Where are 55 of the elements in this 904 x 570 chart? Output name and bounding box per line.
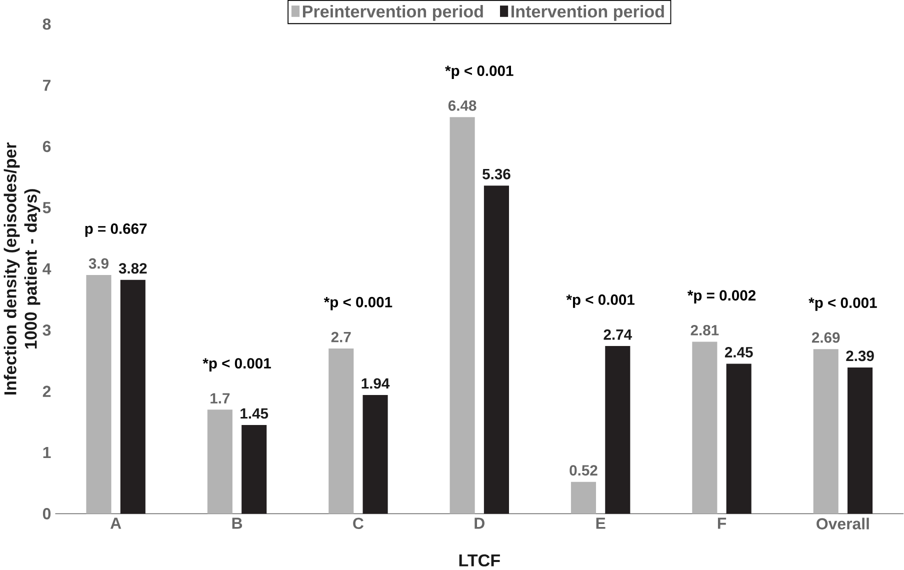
legend-label: Intervention period <box>512 4 664 21</box>
data-label: 0.52 <box>570 465 598 476</box>
data-label: 2.39 <box>846 350 874 362</box>
legend-label: Preintervention period <box>302 4 483 21</box>
data-label: 2.7 <box>331 332 351 342</box>
y-tick-label: 8 <box>42 18 51 30</box>
y-tick-label: 7 <box>43 80 51 91</box>
bar <box>207 410 232 514</box>
y-tick-label: 5 <box>42 202 51 214</box>
bar <box>120 280 146 514</box>
y-tick-label: 4 <box>42 263 52 274</box>
bar <box>86 274 112 514</box>
annotation: *p < 0.001 <box>202 358 271 372</box>
data-label: 3.82 <box>118 263 147 274</box>
annotation: *p < 0.001 <box>808 297 877 311</box>
y-tick-label: 1 <box>43 446 51 458</box>
x-tick-label: C <box>353 518 364 529</box>
y-tick-label: 0 <box>42 508 51 520</box>
y-axis-title: Infection density (episodes/per 1000 patient - days) <box>4 142 40 394</box>
data-label: 2.74 <box>604 329 632 340</box>
bar <box>813 348 838 514</box>
y-tick-label: 3 <box>42 324 51 336</box>
bar <box>484 186 509 514</box>
x-tick-label: B <box>232 518 242 529</box>
data-label: 2.45 <box>724 346 753 358</box>
x-tick-label: Overall <box>816 518 869 530</box>
y-tick-label: 2 <box>42 386 51 397</box>
bar <box>328 348 354 514</box>
bar <box>570 482 596 514</box>
data-label: 6.48 <box>448 100 476 111</box>
bar <box>605 346 630 514</box>
data-label: 1.94 <box>362 378 390 389</box>
bar <box>242 424 267 514</box>
x-tick-label: F <box>718 518 726 529</box>
annotation: *p < 0.001 <box>566 294 635 308</box>
annotation: *p = 0.002 <box>687 290 756 304</box>
y-tick-label: 6 <box>42 140 51 152</box>
annotation: *p < 0.001 <box>445 65 514 79</box>
bar <box>848 367 873 514</box>
bar <box>726 364 752 514</box>
bar <box>450 117 475 514</box>
data-label: 2.81 <box>690 324 719 336</box>
data-label: 1.7 <box>210 393 230 404</box>
x-tick-label: E <box>596 518 606 529</box>
x-tick-label: A <box>110 518 122 529</box>
data-label: 5.36 <box>482 168 510 180</box>
data-label: 2.69 <box>812 332 840 343</box>
annotation: *p < 0.001 <box>324 296 392 310</box>
bar <box>692 342 718 514</box>
bar <box>362 394 388 514</box>
annotation: p = 0.667 <box>85 223 147 237</box>
x-axis-title: LTCF <box>459 554 500 566</box>
x-tick-label: D <box>474 518 484 529</box>
data-label: 3.9 <box>88 258 108 269</box>
data-label: 1.45 <box>240 408 268 419</box>
